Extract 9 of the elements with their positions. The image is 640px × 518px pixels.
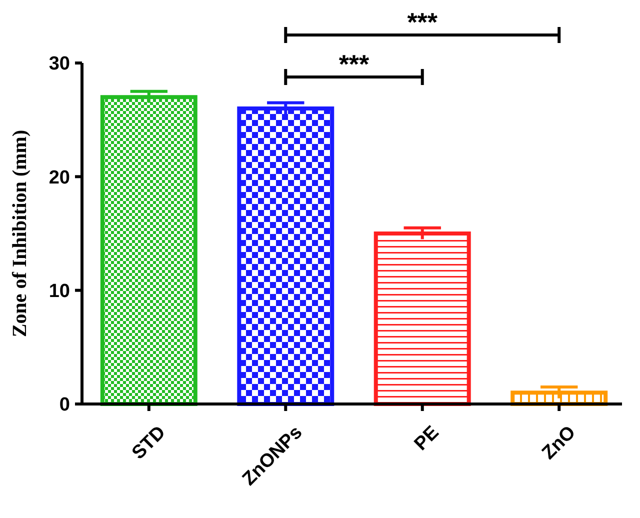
y-tick-label: 0 bbox=[59, 394, 70, 416]
text: *** bbox=[407, 7, 438, 37]
x-tick-label: PE bbox=[410, 422, 444, 455]
y-axis-title: Zone of Inhibition (mm) bbox=[9, 130, 31, 338]
annotation: *** bbox=[338, 49, 370, 79]
y-tick-label: 30 bbox=[48, 54, 70, 75]
y-tick-label: 20 bbox=[48, 167, 70, 188]
y-tick-label: 10 bbox=[48, 280, 70, 302]
x-tick-label: STD bbox=[128, 422, 170, 464]
